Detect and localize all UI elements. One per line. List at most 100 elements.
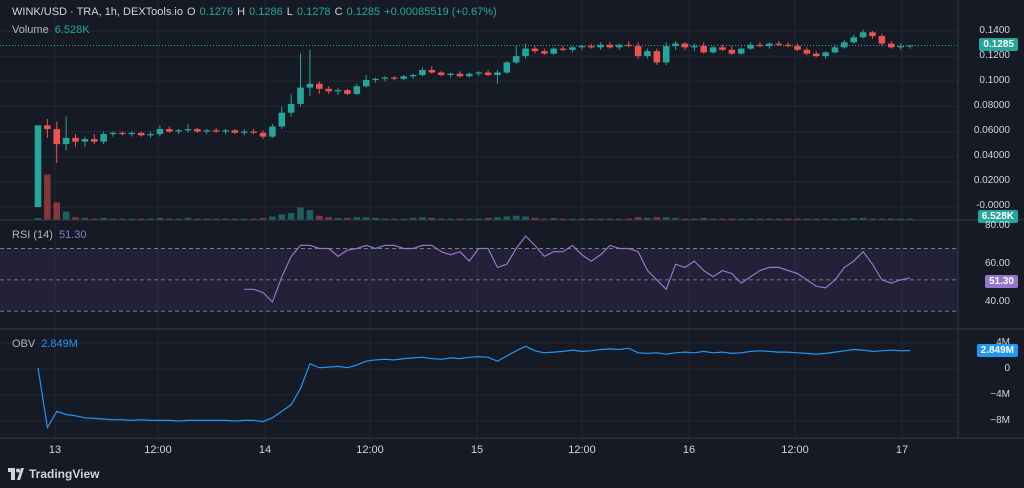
volume-bar <box>681 218 689 220</box>
rsi-legend: RSI (14) 51.30 <box>12 229 87 241</box>
volume-bar <box>400 218 407 220</box>
high-value: 0.1286 <box>249 6 283 18</box>
price-tick: 0.08000 <box>973 100 1010 111</box>
obv-legend: OBV 2.849M <box>12 338 78 350</box>
candle-body <box>400 76 407 79</box>
candle-body <box>53 129 61 145</box>
volume-bar <box>503 216 511 220</box>
volume-value: 6.528K <box>54 24 90 36</box>
volume-bar <box>466 218 473 220</box>
candle-body <box>325 88 332 92</box>
volume-bar <box>606 218 614 220</box>
volume-legend: Volume 6.528K <box>12 24 90 36</box>
candle-body <box>550 48 557 54</box>
candle-body <box>165 129 173 132</box>
rsi-line <box>244 235 911 303</box>
candle-body <box>428 69 436 73</box>
open-value: 0.1276 <box>199 6 234 18</box>
candle-body <box>250 131 257 133</box>
volume-bar <box>165 218 173 220</box>
candle-body <box>353 86 361 94</box>
current-price-tag: 0.1285 <box>979 38 1018 51</box>
candle-body <box>597 44 604 48</box>
candle-body <box>812 53 820 57</box>
candle-body <box>512 56 520 63</box>
tradingview-logo[interactable]: TradingView <box>8 467 99 481</box>
volume-bar <box>812 218 820 220</box>
obv-tick: 0 <box>1004 363 1010 374</box>
obv-title[interactable]: OBV <box>12 338 36 350</box>
candle-body <box>222 130 229 132</box>
volume-bar <box>653 217 661 220</box>
volume-bar <box>344 217 351 220</box>
candle-body <box>653 51 661 63</box>
volume-bar <box>447 218 454 220</box>
volume-bar <box>119 218 126 220</box>
candle-body <box>156 129 164 135</box>
candle-body <box>269 126 276 137</box>
time-tick: 15 <box>470 444 484 456</box>
volume-bar <box>634 217 642 220</box>
volume-bar <box>72 217 79 220</box>
candle-body <box>147 134 154 136</box>
candle-body <box>616 44 623 48</box>
candle-body <box>569 47 576 50</box>
candle-body <box>906 45 914 47</box>
candle-body <box>681 43 689 48</box>
symbol-title[interactable]: WINK/USD · TRA, 1h, DEXTools.io <box>12 6 183 18</box>
candle-body <box>578 46 586 48</box>
volume-bar <box>672 217 679 220</box>
volume-bar <box>128 218 136 220</box>
candle-body <box>700 46 708 53</box>
volume-bar <box>100 217 107 220</box>
candle-body <box>334 90 342 92</box>
candle-body <box>231 130 239 133</box>
volume-bar <box>175 218 182 220</box>
candle-body <box>784 44 792 47</box>
time-tick: 14 <box>258 444 272 456</box>
candle-body <box>803 49 811 54</box>
volume-label[interactable]: Volume <box>12 24 49 36</box>
candle-body <box>522 48 529 57</box>
volume-bar <box>334 217 342 220</box>
volume-bar <box>700 217 708 220</box>
price-tick: 0.1000 <box>979 75 1010 86</box>
candle-body <box>44 125 51 130</box>
candle-body <box>672 43 679 47</box>
volume-bar <box>709 218 717 220</box>
candle-body <box>62 137 70 145</box>
candle-body <box>362 80 370 87</box>
price-tick: 0.1400 <box>979 25 1010 36</box>
candle-body <box>625 44 632 47</box>
price-tick: -0.0000 <box>976 200 1010 211</box>
candle-body <box>766 43 773 47</box>
candle-body <box>81 139 89 142</box>
volume-bar <box>569 218 576 220</box>
low-value: 0.1278 <box>296 6 331 18</box>
candle-body <box>344 90 351 94</box>
volume-bar <box>362 217 370 220</box>
time-tick: 12:00 <box>781 444 809 456</box>
candlesticks <box>34 29 914 207</box>
volume-bar <box>353 217 361 220</box>
candle-body <box>644 51 651 57</box>
candle-body <box>831 47 839 53</box>
rsi-title[interactable]: RSI (14) <box>12 229 53 241</box>
volume-bar <box>62 211 70 220</box>
candle-body <box>662 46 670 63</box>
candle-body <box>306 83 314 88</box>
volume-bar <box>794 218 801 220</box>
volume-bar <box>194 218 201 220</box>
candle-body <box>719 47 726 50</box>
volume-bar <box>372 217 379 220</box>
candle-body <box>531 48 539 52</box>
obv-tick: 4M <box>996 337 1010 348</box>
volume-bar <box>803 218 811 220</box>
volume-bar <box>184 217 192 220</box>
candle-body <box>119 132 126 135</box>
volume-bar <box>737 218 745 220</box>
volume-bar <box>719 218 726 220</box>
volume-bar <box>841 218 848 220</box>
time-tick: 17 <box>895 444 909 456</box>
